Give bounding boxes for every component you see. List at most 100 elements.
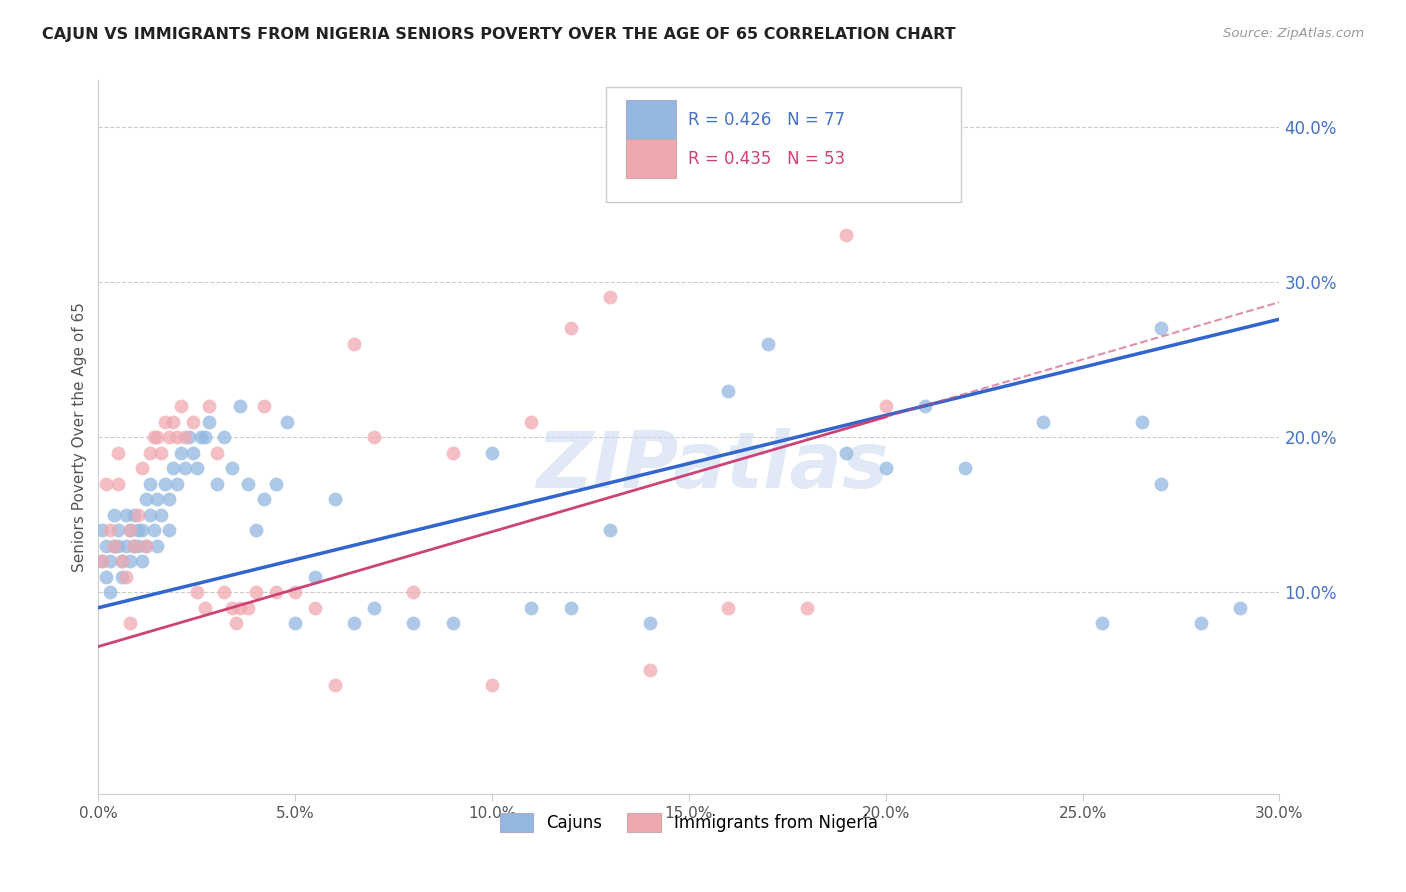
Point xyxy=(323,678,346,692)
Point xyxy=(520,600,543,615)
Point xyxy=(284,616,307,631)
Point xyxy=(756,337,779,351)
Point xyxy=(131,523,153,537)
Point xyxy=(599,523,621,537)
Point xyxy=(138,445,160,459)
Point xyxy=(835,445,858,459)
Point xyxy=(481,445,503,459)
Text: CAJUN VS IMMIGRANTS FROM NIGERIA SENIORS POVERTY OVER THE AGE OF 65 CORRELATION : CAJUN VS IMMIGRANTS FROM NIGERIA SENIORS… xyxy=(42,27,956,42)
Point xyxy=(221,600,243,615)
Point xyxy=(304,600,326,615)
Point xyxy=(138,508,160,522)
Point xyxy=(142,523,165,537)
FancyBboxPatch shape xyxy=(626,139,676,178)
Point xyxy=(186,461,208,475)
Point xyxy=(174,430,197,444)
Point xyxy=(402,616,425,631)
Point xyxy=(103,508,125,522)
Point xyxy=(118,554,141,568)
Point xyxy=(225,616,247,631)
Point xyxy=(1091,616,1114,631)
Point xyxy=(363,430,385,444)
Point xyxy=(717,600,740,615)
Point xyxy=(441,616,464,631)
Point xyxy=(157,523,180,537)
Point xyxy=(638,663,661,677)
Point xyxy=(190,430,212,444)
Text: R = 0.435   N = 53: R = 0.435 N = 53 xyxy=(688,150,845,168)
Point xyxy=(245,523,267,537)
Point xyxy=(1189,616,1212,631)
Point xyxy=(186,585,208,599)
Point xyxy=(304,570,326,584)
Point xyxy=(245,585,267,599)
Point xyxy=(142,430,165,444)
Point xyxy=(1229,600,1251,615)
Point xyxy=(115,570,138,584)
Point xyxy=(127,539,149,553)
FancyBboxPatch shape xyxy=(626,100,676,139)
Point xyxy=(363,600,385,615)
Point xyxy=(91,523,114,537)
Point xyxy=(174,461,197,475)
Point xyxy=(560,321,582,335)
Point xyxy=(875,399,897,413)
Point xyxy=(98,585,121,599)
Text: R = 0.426   N = 77: R = 0.426 N = 77 xyxy=(688,111,845,128)
Point xyxy=(170,445,193,459)
Point xyxy=(127,523,149,537)
Point xyxy=(127,508,149,522)
Point xyxy=(98,554,121,568)
Point xyxy=(166,430,188,444)
Y-axis label: Seniors Poverty Over the Age of 65: Seniors Poverty Over the Age of 65 xyxy=(72,302,87,572)
Point xyxy=(111,570,134,584)
Point xyxy=(253,492,276,507)
Point xyxy=(717,384,740,398)
Point xyxy=(96,539,118,553)
Point xyxy=(155,415,177,429)
Point xyxy=(638,616,661,631)
Point xyxy=(122,508,145,522)
Point xyxy=(253,399,276,413)
Point xyxy=(107,523,129,537)
Point xyxy=(98,523,121,537)
Point xyxy=(107,476,129,491)
Point xyxy=(197,399,219,413)
Point xyxy=(146,492,169,507)
Point xyxy=(118,616,141,631)
Point xyxy=(796,600,818,615)
Point xyxy=(953,461,976,475)
Point xyxy=(131,554,153,568)
Point xyxy=(205,445,228,459)
Point xyxy=(122,539,145,553)
Point xyxy=(111,554,134,568)
Point xyxy=(146,539,169,553)
Point xyxy=(284,585,307,599)
Point xyxy=(131,461,153,475)
Point xyxy=(170,399,193,413)
Point xyxy=(118,523,141,537)
Point xyxy=(276,415,298,429)
Point xyxy=(914,399,936,413)
Point xyxy=(221,461,243,475)
Point xyxy=(118,523,141,537)
FancyBboxPatch shape xyxy=(606,87,960,202)
Point xyxy=(1130,415,1153,429)
Point xyxy=(115,508,138,522)
Point xyxy=(135,539,157,553)
Point xyxy=(1032,415,1054,429)
Point xyxy=(194,430,217,444)
Point xyxy=(236,476,259,491)
Point xyxy=(181,415,204,429)
Point xyxy=(157,430,180,444)
Point xyxy=(194,600,217,615)
Point xyxy=(214,430,236,444)
Point xyxy=(135,539,157,553)
Point xyxy=(150,508,173,522)
Point xyxy=(103,539,125,553)
Point xyxy=(162,461,184,475)
Point xyxy=(264,585,287,599)
Point xyxy=(138,476,160,491)
Point xyxy=(177,430,200,444)
Point xyxy=(343,616,366,631)
